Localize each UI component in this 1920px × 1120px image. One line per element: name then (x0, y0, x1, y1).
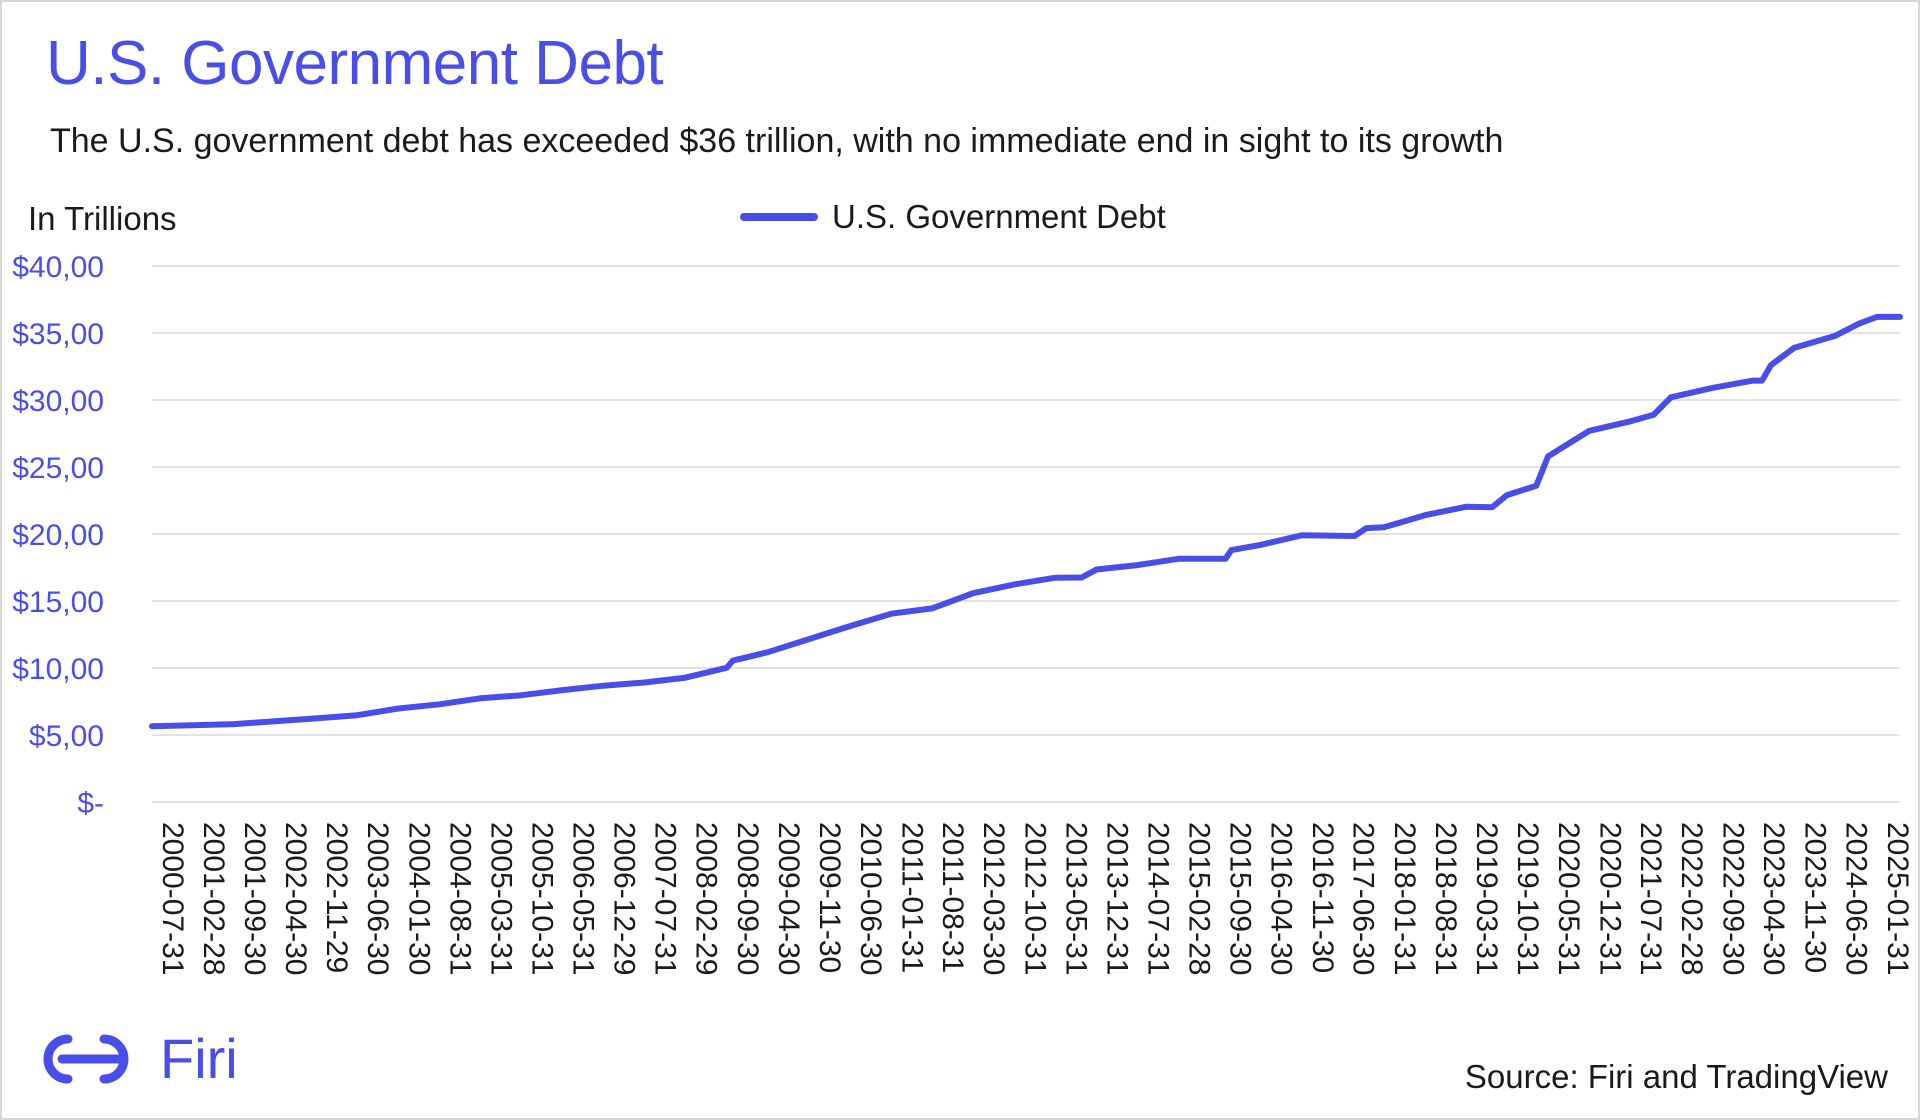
x-tick-label: 2022-09-30 (1716, 822, 1749, 975)
x-tick-label: 2017-06-30 (1347, 822, 1380, 975)
x-tick-label: 2007-07-31 (649, 822, 682, 975)
x-tick-label: 2001-02-28 (197, 822, 230, 975)
brand-name: Firi (160, 1027, 238, 1090)
y-axis-label: In Trillions (28, 200, 177, 237)
x-tick-label: 2025-01-31 (1881, 822, 1914, 975)
x-tick-label: 2006-05-31 (567, 822, 600, 975)
x-tick-label: 2024-06-30 (1839, 822, 1872, 975)
y-tick-label: $35,00 (12, 318, 104, 351)
x-tick-label: 2018-08-31 (1429, 822, 1462, 975)
x-tick-label: 2005-10-31 (526, 822, 559, 975)
x-tick-label: 2002-11-29 (320, 822, 353, 973)
y-tick-label: $- (77, 787, 104, 820)
x-tick-label: 2004-08-31 (444, 822, 477, 975)
x-tick-label: 2009-11-30 (813, 822, 846, 973)
series-line (149, 313, 1903, 730)
x-tick-label: 2009-04-30 (772, 822, 805, 975)
x-tick-label: 2012-10-31 (1018, 822, 1051, 975)
x-tick-label: 2013-05-31 (1059, 822, 1092, 975)
x-tick-label: 2020-05-31 (1552, 822, 1585, 975)
x-tick-label: 2011-01-31 (895, 822, 928, 973)
x-tick-label: 2015-02-28 (1182, 822, 1215, 975)
y-tick-label: $15,00 (12, 586, 104, 619)
x-tick-label: 2010-06-30 (854, 822, 887, 975)
chart-title: U.S. Government Debt (46, 29, 664, 98)
x-tick-label: 2001-09-30 (238, 822, 271, 975)
source-note: Source: Firi and TradingView (1464, 1058, 1888, 1095)
x-tick-label: 2000-07-31 (156, 822, 189, 975)
x-tick-label: 2016-11-30 (1306, 822, 1339, 973)
brand: Firi (38, 1026, 238, 1091)
x-tick-label: 2016-04-30 (1265, 822, 1298, 975)
x-tick-label: 2023-11-30 (1798, 822, 1831, 973)
y-tick-label: $20,00 (12, 519, 104, 552)
y-tick-label: $5,00 (29, 720, 104, 753)
legend-label: U.S. Government Debt (832, 198, 1166, 235)
x-tick-label: 2002-04-30 (279, 822, 312, 975)
legend-swatch (740, 213, 818, 221)
y-tick-label: $30,00 (12, 385, 104, 418)
x-tick-label: 2020-12-31 (1593, 822, 1626, 975)
x-tick-label: 2013-12-31 (1101, 822, 1134, 975)
y-tick-label: $10,00 (12, 653, 104, 686)
x-tick-label: 2004-01-30 (402, 822, 435, 975)
x-tick-label: 2014-07-31 (1141, 822, 1174, 975)
x-tick-label: 2008-02-29 (690, 822, 723, 975)
x-tick-label: 2008-09-30 (731, 822, 764, 975)
x-tick-label: 2006-12-29 (607, 822, 640, 975)
x-tick-label: 2019-10-31 (1511, 822, 1544, 975)
firi-logo-icon (43, 1034, 129, 1083)
x-tick-label: 2022-02-28 (1675, 822, 1708, 975)
x-tick-label: 2005-03-31 (484, 822, 517, 975)
x-tick-label: 2011-08-31 (936, 822, 969, 973)
x-tick-label: 2018-01-31 (1388, 822, 1421, 975)
x-tick-label: 2019-03-31 (1470, 822, 1503, 975)
x-tick-label: 2015-09-30 (1223, 822, 1256, 975)
x-tick-label: 2003-06-30 (361, 822, 394, 975)
x-tick-label: 2012-03-30 (977, 822, 1010, 975)
x-tick-label: 2023-04-30 (1757, 822, 1790, 975)
x-tick-label: 2021-07-31 (1634, 822, 1667, 975)
legend: U.S. Government Debt (740, 198, 1166, 236)
y-tick-label: $25,00 (12, 452, 104, 485)
chart-subtitle: The U.S. government debt has exceeded $3… (50, 122, 1504, 160)
y-tick-label: $40,00 (12, 251, 104, 284)
